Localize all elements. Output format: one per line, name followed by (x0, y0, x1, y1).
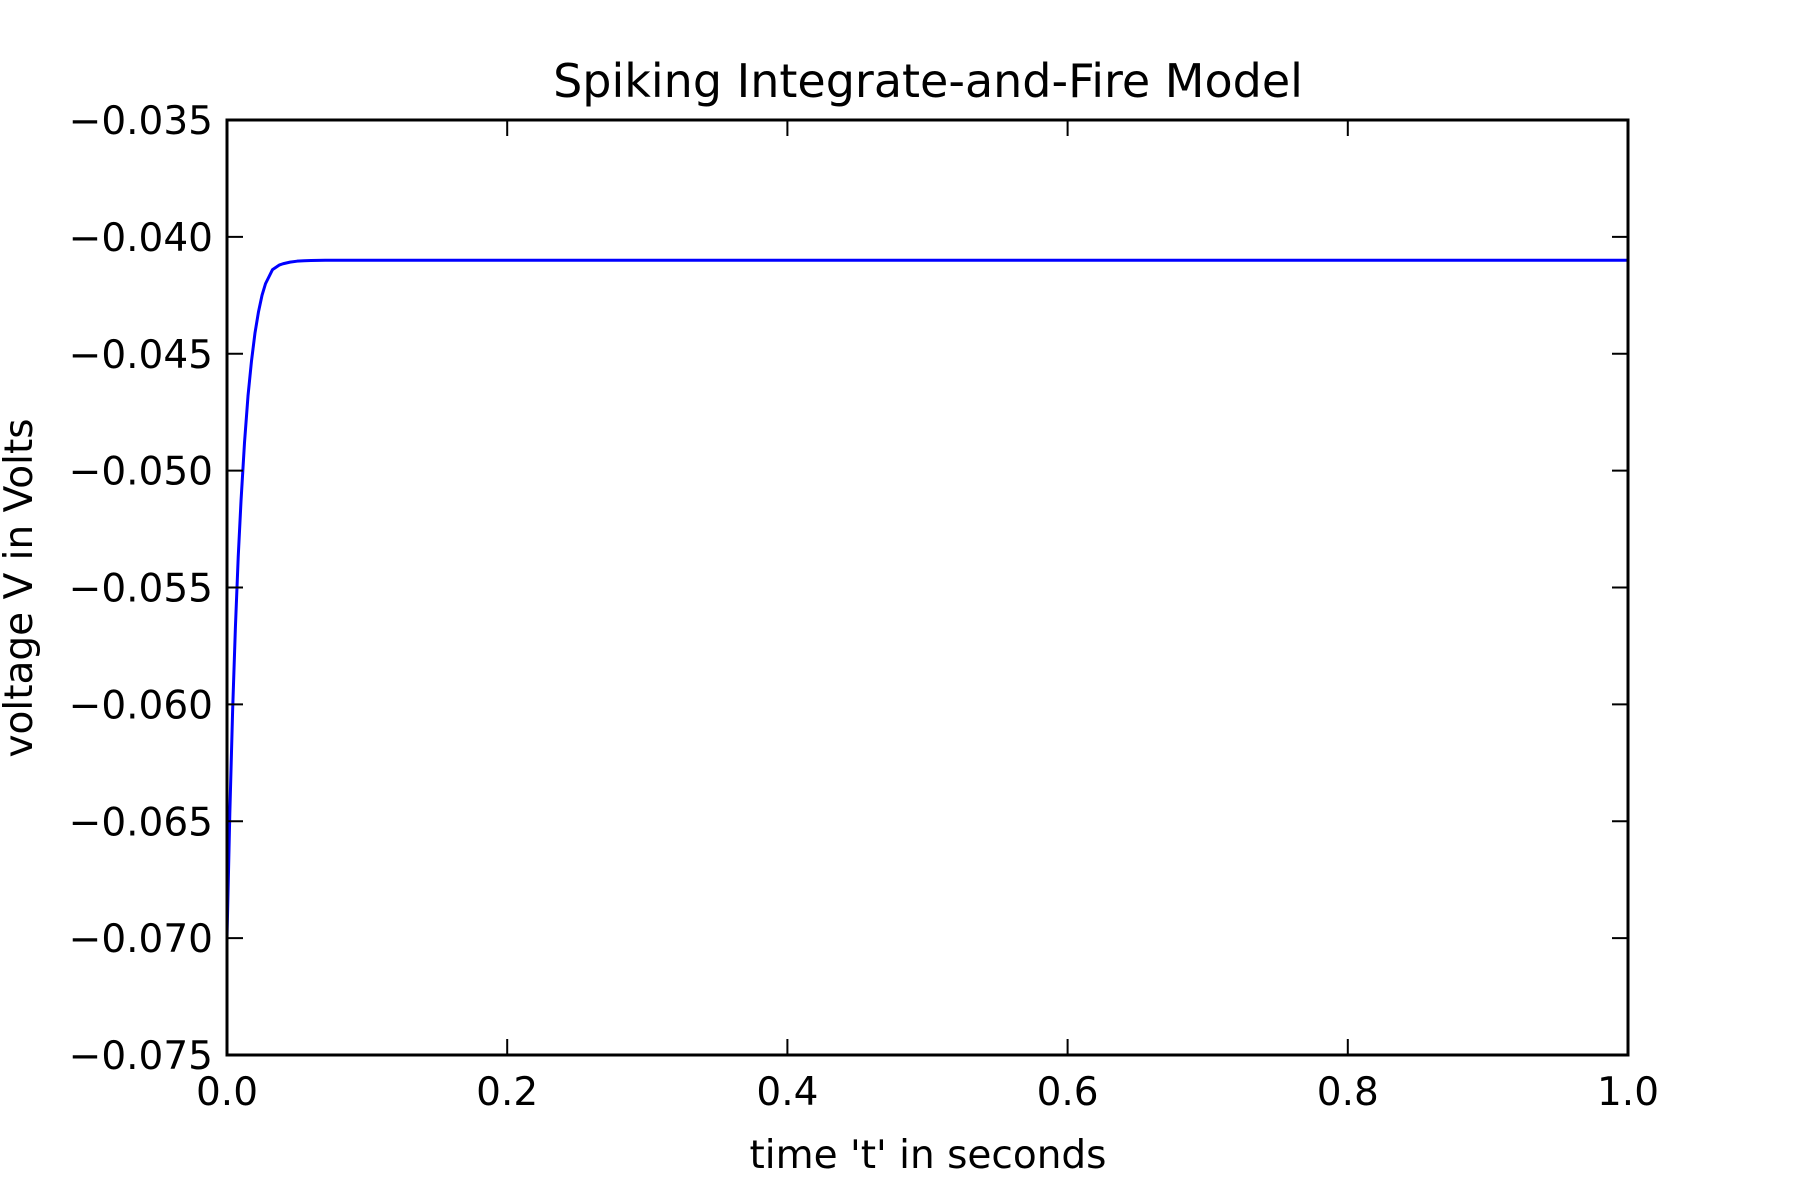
chart-title: Spiking Integrate-and-Fire Model (553, 54, 1303, 108)
x-tick-label: 1.0 (1597, 1070, 1659, 1115)
x-tick-label: 0.4 (756, 1070, 818, 1115)
x-tick-label: 0.0 (196, 1070, 258, 1115)
axis-tick-labels: 0.0 0.2 0.4 0.6 0.8 1.0 −0.075 −0.070 −0.065 −0.0… (69, 99, 1659, 1115)
y-tick-label: −0.040 (69, 216, 213, 261)
y-tick-label: −0.050 (69, 450, 213, 495)
x-tick-label: 0.2 (476, 1070, 538, 1115)
x-tick-label: 0.6 (1037, 1070, 1099, 1115)
y-tick-label: −0.075 (69, 1034, 213, 1079)
y-tick-label: −0.055 (69, 567, 213, 612)
axis-ticks (226, 119, 1629, 1056)
x-axis-label: time 't' in seconds (750, 1133, 1107, 1178)
y-tick-label: −0.035 (69, 99, 213, 144)
x-tick-label: 0.8 (1317, 1070, 1379, 1115)
y-tick-label: −0.065 (69, 800, 213, 845)
y-tick-label: −0.045 (69, 333, 213, 378)
y-axis-label: voltage V in Volts (0, 418, 42, 757)
series-line-0 (225, 258, 1628, 939)
y-tick-label: −0.070 (69, 917, 213, 962)
y-tick-label: −0.060 (69, 683, 213, 728)
